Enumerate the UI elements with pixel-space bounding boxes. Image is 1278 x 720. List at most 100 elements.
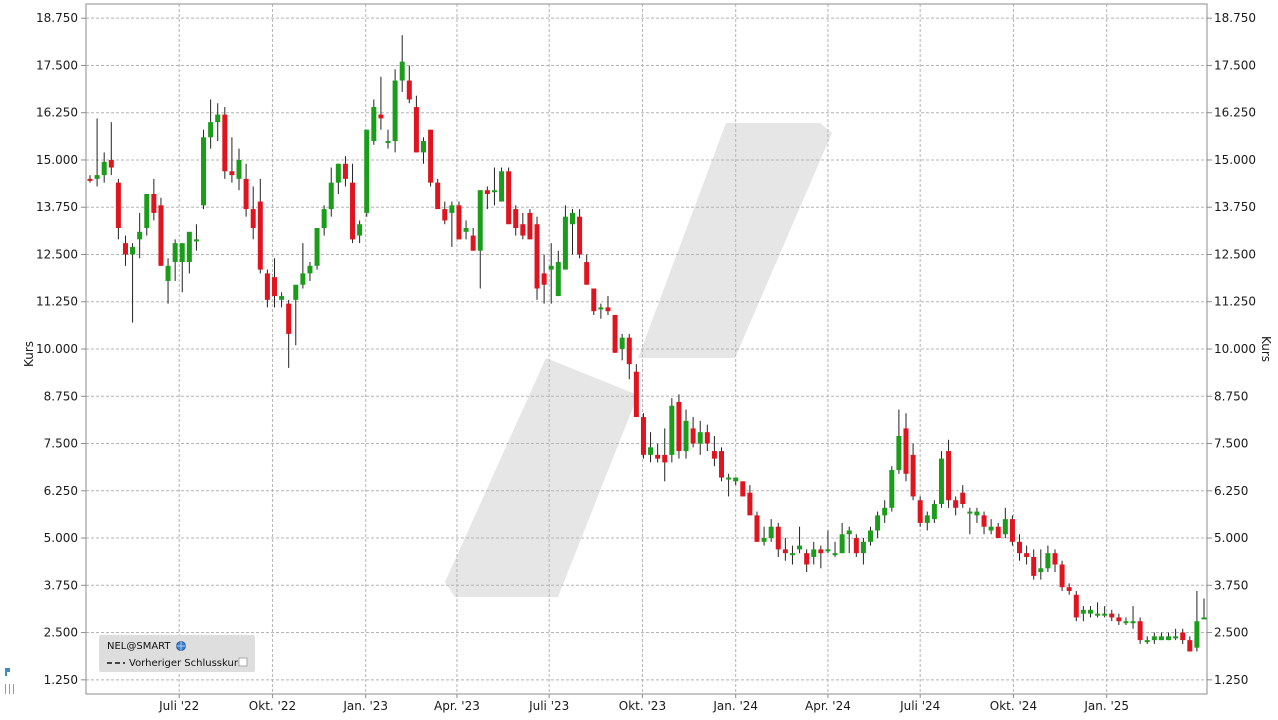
- candle[interactable]: [250, 186, 256, 240]
- candle[interactable]: [541, 254, 547, 304]
- candle[interactable]: [87, 175, 93, 183]
- candle[interactable]: [626, 333, 632, 380]
- candle[interactable]: [1002, 507, 1008, 539]
- candle[interactable]: [1052, 549, 1058, 573]
- candle[interactable]: [853, 534, 859, 557]
- candle[interactable]: [1045, 545, 1051, 573]
- candle[interactable]: [201, 129, 207, 210]
- candle[interactable]: [1031, 549, 1037, 580]
- candle[interactable]: [719, 447, 725, 482]
- candle[interactable]: [491, 167, 497, 206]
- candle[interactable]: [605, 296, 611, 315]
- candle[interactable]: [832, 541, 838, 557]
- candle[interactable]: [562, 205, 568, 270]
- candle[interactable]: [726, 473, 732, 497]
- candle[interactable]: [328, 167, 334, 217]
- candle[interactable]: [378, 76, 384, 130]
- candle[interactable]: [612, 314, 618, 353]
- candle[interactable]: [896, 409, 902, 474]
- candle[interactable]: [442, 201, 448, 225]
- menu-dots-icon[interactable]: [5, 684, 14, 694]
- candle[interactable]: [137, 212, 143, 259]
- candle[interactable]: [335, 163, 341, 194]
- candle[interactable]: [1166, 632, 1172, 641]
- candle[interactable]: [1201, 598, 1207, 620]
- candle[interactable]: [1173, 628, 1179, 641]
- candle[interactable]: [577, 209, 583, 259]
- candle[interactable]: [1130, 606, 1136, 629]
- candle[interactable]: [591, 288, 597, 315]
- candle[interactable]: [286, 299, 292, 368]
- candle[interactable]: [1080, 606, 1086, 622]
- candle[interactable]: [350, 163, 356, 244]
- candle[interactable]: [782, 538, 788, 561]
- candle[interactable]: [1024, 545, 1030, 565]
- candle[interactable]: [640, 413, 646, 459]
- candle[interactable]: [882, 500, 888, 523]
- candle[interactable]: [789, 545, 795, 565]
- candle[interactable]: [215, 103, 221, 142]
- candle[interactable]: [470, 228, 476, 251]
- candle[interactable]: [555, 250, 561, 297]
- candle[interactable]: [399, 35, 405, 92]
- candle[interactable]: [1137, 617, 1143, 644]
- candle[interactable]: [1059, 560, 1065, 591]
- candle[interactable]: [1095, 602, 1101, 618]
- candle[interactable]: [449, 201, 455, 247]
- legend-checkbox[interactable]: [238, 657, 248, 667]
- candle[interactable]: [988, 519, 994, 535]
- candle[interactable]: [1087, 606, 1093, 618]
- candle[interactable]: [903, 413, 909, 482]
- candle[interactable]: [704, 424, 710, 452]
- candle[interactable]: [314, 228, 320, 270]
- candle[interactable]: [527, 209, 533, 240]
- candle[interactable]: [860, 538, 866, 565]
- candle[interactable]: [506, 167, 512, 225]
- candle[interactable]: [825, 530, 831, 554]
- candle[interactable]: [293, 284, 299, 346]
- candle[interactable]: [172, 239, 178, 281]
- candle[interactable]: [967, 507, 973, 535]
- candle[interactable]: [846, 526, 852, 554]
- candle[interactable]: [321, 205, 327, 236]
- candle[interactable]: [648, 432, 654, 463]
- candle[interactable]: [839, 522, 845, 554]
- candle[interactable]: [357, 220, 363, 244]
- candle[interactable]: [435, 178, 441, 210]
- candle[interactable]: [761, 526, 767, 546]
- candle[interactable]: [690, 417, 696, 448]
- candle[interactable]: [974, 507, 980, 523]
- candle[interactable]: [740, 481, 746, 497]
- candle[interactable]: [711, 435, 717, 467]
- candle[interactable]: [775, 522, 781, 557]
- candle[interactable]: [1009, 515, 1015, 546]
- candle[interactable]: [130, 243, 136, 323]
- candle[interactable]: [193, 224, 199, 251]
- candle[interactable]: [676, 394, 682, 459]
- candle[interactable]: [534, 216, 540, 300]
- candle[interactable]: [1180, 628, 1186, 644]
- candle[interactable]: [1123, 617, 1129, 625]
- candle[interactable]: [1116, 613, 1122, 625]
- candle[interactable]: [364, 129, 370, 217]
- candle[interactable]: [144, 193, 150, 236]
- candle[interactable]: [243, 163, 249, 217]
- candle[interactable]: [797, 526, 803, 554]
- candle[interactable]: [271, 258, 277, 308]
- candle[interactable]: [931, 500, 937, 523]
- candle[interactable]: [499, 167, 505, 202]
- candle[interactable]: [924, 511, 930, 531]
- candle[interactable]: [115, 178, 121, 240]
- candle[interactable]: [392, 69, 398, 153]
- candle[interactable]: [122, 235, 128, 266]
- candle[interactable]: [981, 511, 987, 535]
- candle[interactable]: [1017, 534, 1023, 561]
- candle[interactable]: [371, 99, 377, 145]
- candle[interactable]: [960, 485, 966, 508]
- candle[interactable]: [342, 156, 348, 187]
- candle[interactable]: [520, 212, 526, 240]
- candle[interactable]: [910, 443, 916, 501]
- candle[interactable]: [669, 398, 675, 463]
- candle[interactable]: [1102, 606, 1108, 618]
